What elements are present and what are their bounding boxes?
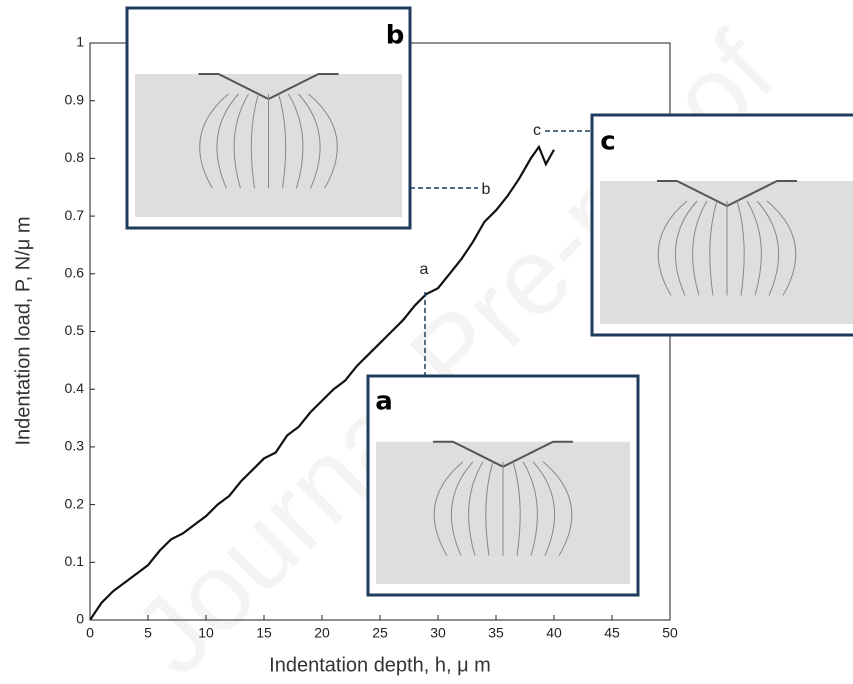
y-tick-label: 0.1: [65, 553, 85, 569]
x-tick-label: 45: [604, 625, 620, 641]
crack: [512, 461, 521, 556]
annotation: b: [482, 181, 491, 198]
crack: [288, 93, 304, 189]
inset-label: c: [600, 127, 615, 157]
crack: [736, 200, 745, 296]
crack: [468, 461, 484, 556]
y-tick-label: 0: [76, 611, 84, 627]
crack: [433, 461, 464, 556]
y-tick-label: 0.8: [65, 149, 85, 165]
x-tick-label: 20: [314, 625, 330, 641]
y-tick-label: 0.2: [65, 495, 85, 511]
y-tick-label: 0.4: [65, 380, 85, 396]
inset: a: [366, 374, 640, 597]
inset-label: a: [375, 387, 393, 417]
x-tick-label: 30: [430, 625, 446, 641]
crack: [450, 461, 474, 556]
crack: [542, 461, 573, 556]
y-tick-label: 0.6: [65, 265, 85, 281]
x-tick-label: 35: [488, 625, 504, 641]
crack: [485, 461, 494, 556]
inset: b: [125, 6, 412, 230]
crack: [308, 93, 338, 189]
y-axis-label: Indentation load, P, N/μ m: [12, 216, 34, 445]
annotation: c: [533, 122, 541, 139]
x-tick-label: 0: [86, 625, 94, 641]
crack: [298, 93, 321, 189]
annotation: a: [420, 261, 429, 278]
crack: [756, 200, 780, 296]
crack: [657, 200, 688, 296]
y-tick-label: 0.5: [65, 322, 85, 338]
y-tick-label: 0.7: [65, 207, 85, 223]
crack: [746, 200, 762, 296]
crack: [199, 93, 229, 189]
crack: [766, 200, 797, 296]
y-tick-label: 0.3: [65, 438, 85, 454]
crack: [674, 200, 698, 296]
crack: [709, 200, 718, 296]
crack: [532, 461, 556, 556]
inset: c: [590, 113, 853, 337]
inset-label: b: [386, 21, 405, 51]
x-tick-label: 25: [372, 625, 388, 641]
crack: [233, 93, 249, 189]
y-tick-label: 1: [76, 34, 84, 50]
x-tick-label: 10: [198, 625, 214, 641]
x-tick-label: 15: [256, 625, 272, 641]
crack: [692, 200, 708, 296]
x-tick-label: 40: [546, 625, 562, 641]
x-tick-label: 50: [662, 625, 678, 641]
crack: [278, 93, 287, 189]
x-tick-label: 5: [144, 625, 152, 641]
crack: [216, 93, 239, 189]
crack: [522, 461, 538, 556]
data-line: [89, 144, 555, 621]
crack: [250, 93, 259, 189]
x-axis-label: Indentation depth, h, μ m: [269, 654, 491, 676]
y-tick-label: 0.9: [65, 91, 85, 107]
